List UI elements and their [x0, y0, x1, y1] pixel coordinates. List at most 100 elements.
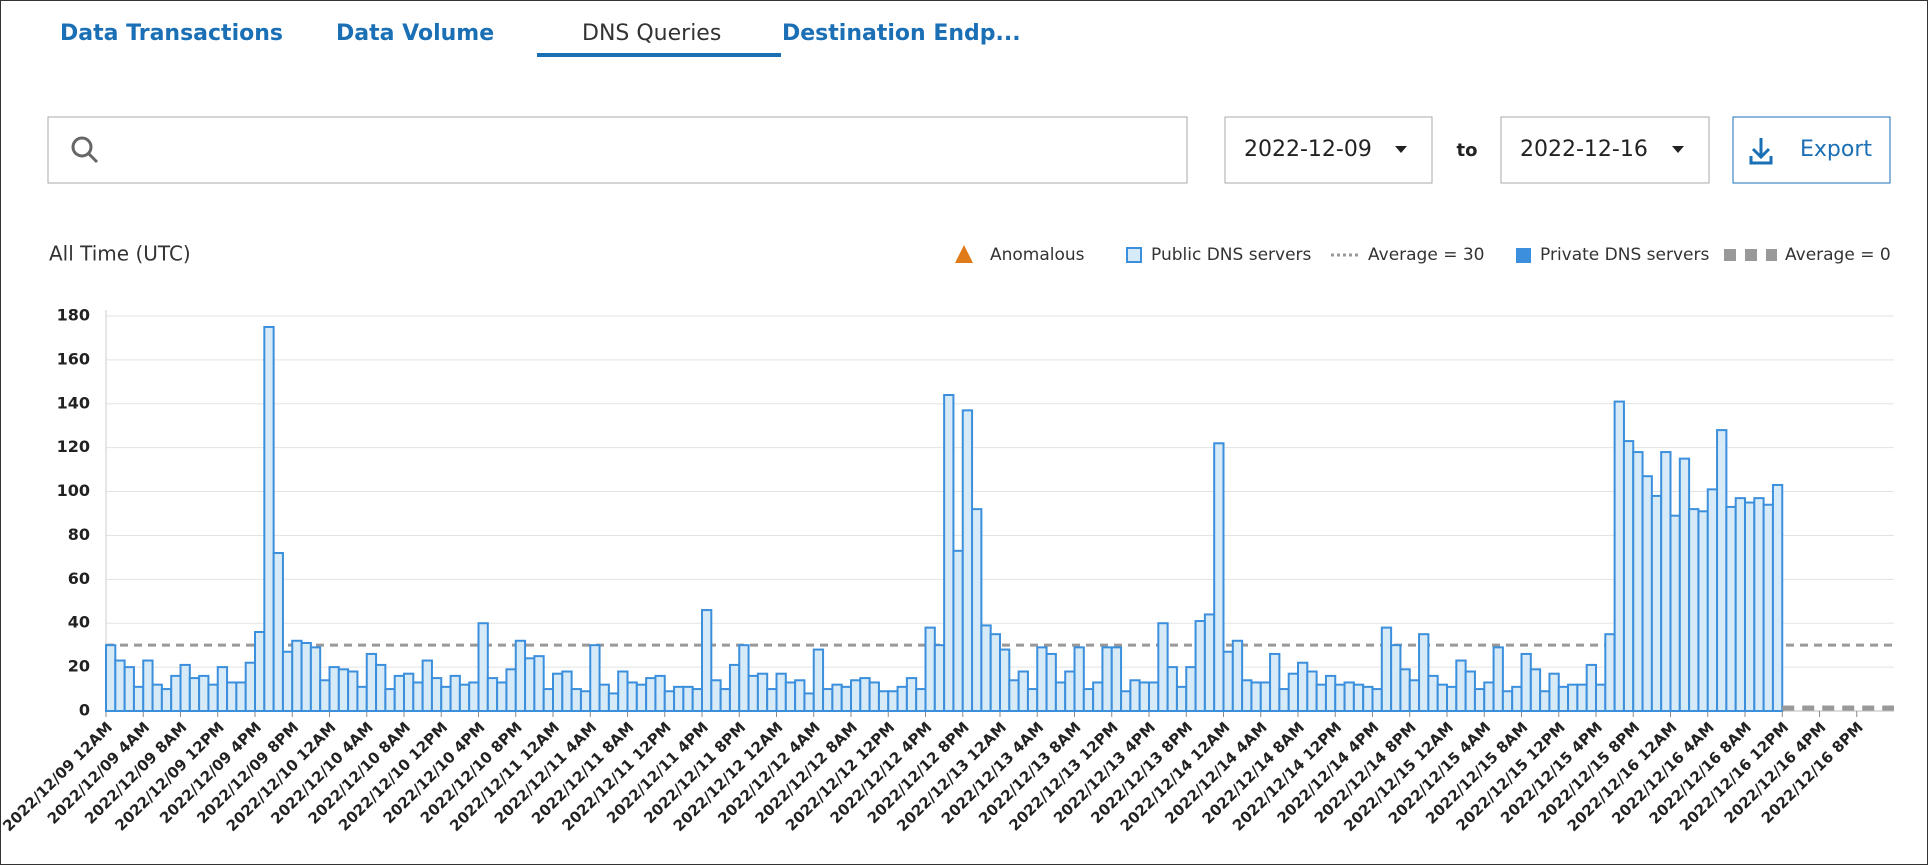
bar [1278, 688, 1290, 712]
bar [980, 624, 992, 713]
bar [971, 508, 983, 712]
tab[interactable]: Destination Endp... [782, 21, 1021, 46]
tab-active[interactable]: DNS Queries [582, 21, 721, 46]
export-button[interactable] [1732, 116, 1891, 184]
bar [347, 670, 359, 712]
bar [775, 672, 787, 713]
bar [105, 644, 117, 713]
bar [999, 648, 1011, 712]
date-to[interactable] [1500, 116, 1710, 184]
bar [1418, 633, 1430, 713]
bar [1250, 681, 1262, 713]
bar [365, 652, 378, 713]
bar [1678, 457, 1691, 712]
bar [1548, 672, 1560, 713]
bar [598, 683, 610, 713]
bar [1082, 688, 1095, 712]
bar [915, 688, 927, 712]
bar [943, 394, 955, 712]
bar [319, 679, 331, 712]
legend-label: Average = 30 [1368, 245, 1485, 265]
bar [514, 639, 527, 712]
bar [682, 685, 694, 712]
bar [1287, 672, 1299, 713]
bar [626, 681, 638, 713]
bar [300, 641, 312, 713]
bar [337, 668, 350, 712]
bar [794, 679, 806, 712]
bar [496, 681, 508, 713]
download-icon [1749, 138, 1773, 165]
bar [291, 639, 303, 712]
bar [1688, 508, 1700, 712]
bar [1259, 681, 1272, 713]
bar [1324, 674, 1337, 713]
bar [1092, 681, 1104, 713]
bar [635, 683, 648, 713]
bar [1734, 497, 1746, 712]
search-icon [71, 136, 99, 164]
bar [1585, 663, 1597, 713]
bar [1213, 442, 1225, 712]
date-from[interactable] [1224, 116, 1433, 184]
bar [1650, 494, 1663, 713]
bar [691, 688, 703, 712]
bar [1036, 646, 1048, 712]
y-tick-label: 80 [68, 525, 90, 544]
bar [403, 672, 415, 713]
bar [1073, 646, 1085, 712]
bar [607, 692, 620, 713]
bar [887, 690, 899, 712]
legend-label: Private DNS servers [1540, 245, 1709, 265]
bar [254, 631, 266, 712]
bar [673, 685, 685, 712]
bar [933, 644, 946, 713]
bar [272, 552, 284, 712]
bar [1604, 633, 1616, 713]
bar [1017, 670, 1029, 712]
y-tick-label: 20 [68, 657, 90, 676]
dropdown-arrow [1672, 146, 1684, 153]
bar [552, 672, 564, 713]
bar [1194, 620, 1206, 712]
bar [235, 681, 247, 713]
bar [132, 685, 145, 712]
bar [617, 670, 629, 712]
bar [1455, 659, 1467, 712]
legend-label: Public DNS servers [1151, 245, 1312, 265]
bar [477, 622, 489, 713]
date-from-text: 2022-12-09 [1244, 137, 1372, 162]
tab[interactable]: Data Volume [336, 21, 494, 46]
search-box[interactable] [47, 116, 1188, 184]
bar [281, 650, 294, 712]
bar [123, 666, 135, 712]
bar [393, 674, 405, 713]
bar [412, 681, 424, 713]
bar [1641, 475, 1653, 713]
bar [868, 681, 880, 713]
y-tick-label: 160 [57, 349, 90, 368]
bar [1697, 510, 1709, 712]
bar [1203, 613, 1216, 713]
y-tick-label: 60 [68, 569, 90, 588]
bar [1520, 652, 1532, 713]
bar [1231, 639, 1244, 712]
bar [1473, 688, 1486, 712]
bar [542, 688, 554, 712]
bar [1706, 488, 1719, 712]
bar [1576, 683, 1588, 713]
bar [1622, 440, 1635, 712]
bar [1306, 670, 1318, 712]
bar [1408, 679, 1421, 712]
y-tick-label: 120 [57, 437, 90, 456]
bar [570, 688, 582, 712]
bar [188, 677, 201, 712]
bar [1399, 668, 1411, 712]
bar [905, 677, 918, 712]
bar [803, 692, 815, 713]
bar [1511, 685, 1523, 712]
tab[interactable]: Data Transactions [60, 21, 283, 46]
bar [458, 683, 471, 713]
bar [1446, 685, 1458, 712]
anomalous-icon [955, 245, 973, 263]
